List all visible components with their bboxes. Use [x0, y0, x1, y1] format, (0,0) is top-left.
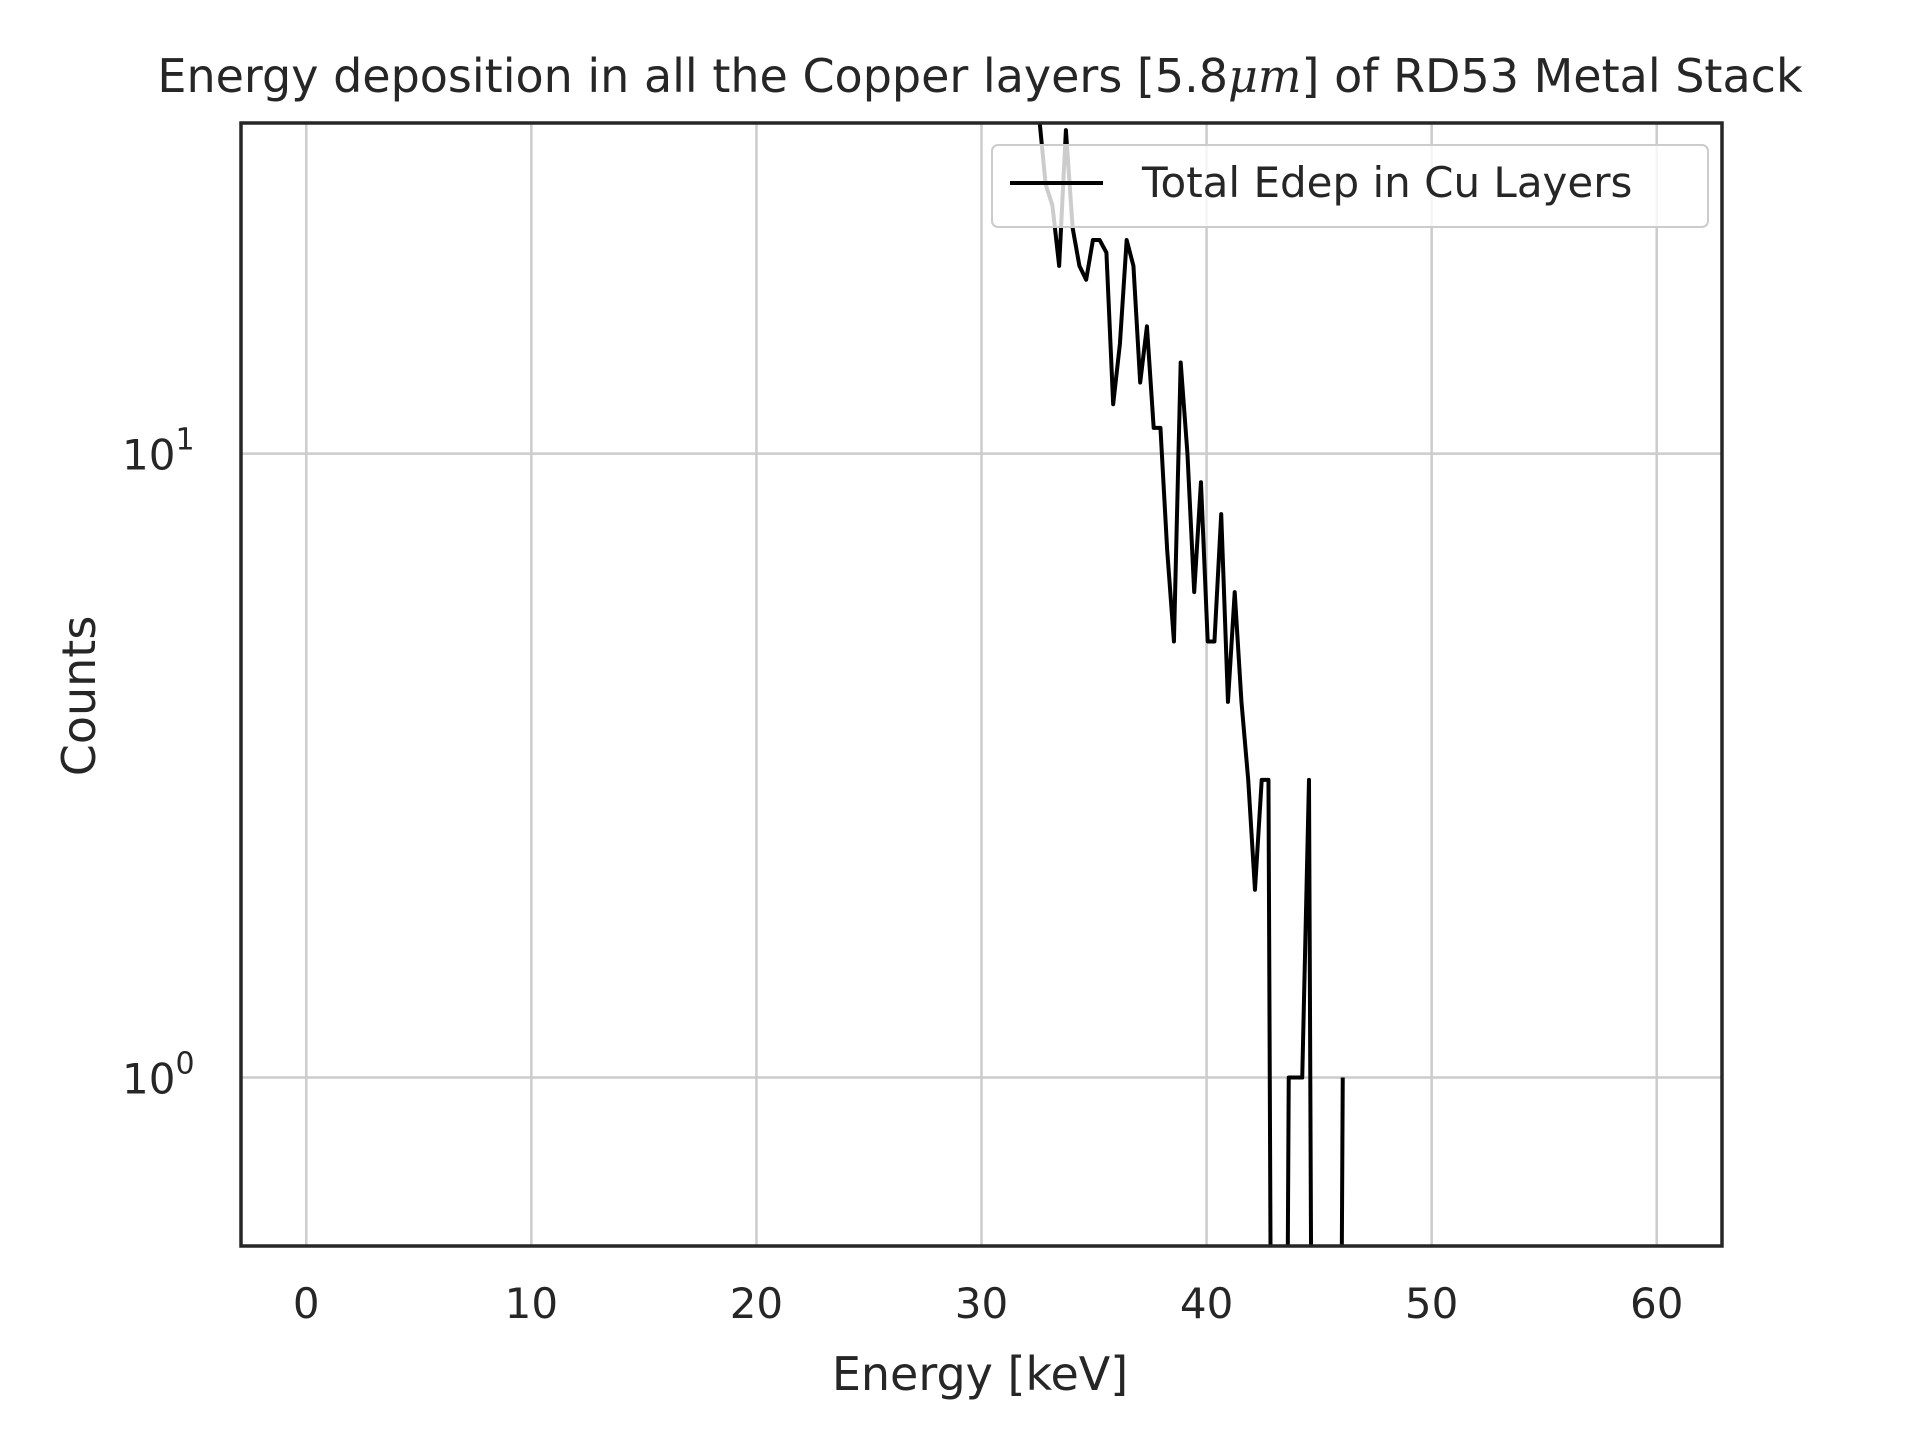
x-axis-label: Energy [keV]: [832, 1347, 1128, 1401]
y-tick-label: 100: [122, 1047, 195, 1104]
chart-title: Energy deposition in all the Copper laye…: [157, 49, 1803, 103]
x-tick-label: 10: [505, 1279, 558, 1328]
y-tick-label: 101: [122, 423, 195, 480]
tick-labels: 0102030405060100101102103104105: [122, 423, 1683, 1328]
x-tick-label: 40: [1180, 1279, 1233, 1328]
y-axis-label: Counts: [52, 616, 106, 777]
chart-title-text: Energy deposition in all the Copper laye…: [157, 49, 1228, 103]
x-tick-label: 30: [955, 1279, 1008, 1328]
chart-title-unit: μm: [1228, 49, 1302, 103]
x-tick-label: 60: [1630, 1279, 1683, 1328]
x-tick-label: 20: [730, 1279, 783, 1328]
grid: [241, 123, 1722, 1246]
series-layer: [1016, 123, 1345, 1246]
legend-label: Total Edep in Cu Layers: [1141, 158, 1632, 207]
x-tick-label: 50: [1405, 1279, 1458, 1328]
series-line: [1016, 123, 1345, 1246]
legend: Total Edep in Cu Layers: [991, 144, 1709, 228]
legend-frame: [991, 144, 1709, 228]
axes-frame: [239, 121, 1724, 1248]
x-tick-label: 0: [293, 1279, 320, 1328]
chart-title-text-after: ] of RD53 Metal Stack: [1302, 49, 1803, 103]
axes: [239, 121, 1724, 1248]
